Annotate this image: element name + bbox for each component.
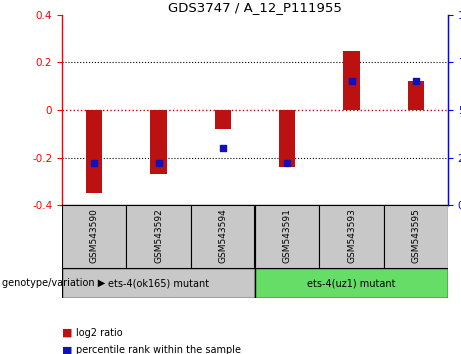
- Text: GSM543592: GSM543592: [154, 208, 163, 263]
- Bar: [191, 205, 255, 268]
- Point: [155, 160, 162, 166]
- Point: [412, 79, 420, 84]
- Point: [348, 79, 355, 84]
- Bar: [343, 51, 360, 110]
- Title: GDS3747 / A_12_P111955: GDS3747 / A_12_P111955: [168, 1, 342, 14]
- Text: GSM543590: GSM543590: [90, 208, 99, 263]
- Bar: [279, 110, 295, 167]
- Text: ets-4(ok165) mutant: ets-4(ok165) mutant: [108, 278, 209, 288]
- Text: GSM543591: GSM543591: [283, 208, 292, 263]
- Point: [219, 145, 226, 151]
- Bar: [408, 81, 424, 110]
- Bar: [319, 205, 384, 268]
- Text: GSM543593: GSM543593: [347, 208, 356, 263]
- Text: GSM543595: GSM543595: [411, 208, 420, 263]
- Bar: [255, 205, 319, 268]
- Bar: [62, 205, 126, 268]
- Text: ets-4(uz1) mutant: ets-4(uz1) mutant: [307, 278, 396, 288]
- Text: log2 ratio: log2 ratio: [76, 328, 123, 338]
- Text: percentile rank within the sample: percentile rank within the sample: [76, 346, 241, 354]
- Point: [284, 160, 291, 166]
- Bar: [86, 110, 102, 193]
- Bar: [150, 110, 166, 174]
- Text: GSM543594: GSM543594: [219, 208, 227, 263]
- Point: [90, 160, 98, 166]
- Bar: [126, 205, 191, 268]
- Text: ■: ■: [62, 328, 72, 338]
- Bar: [384, 205, 448, 268]
- Text: ■: ■: [62, 346, 72, 354]
- Bar: [62, 268, 255, 298]
- Text: genotype/variation ▶: genotype/variation ▶: [2, 278, 106, 288]
- Bar: [255, 268, 448, 298]
- Bar: [215, 110, 231, 129]
